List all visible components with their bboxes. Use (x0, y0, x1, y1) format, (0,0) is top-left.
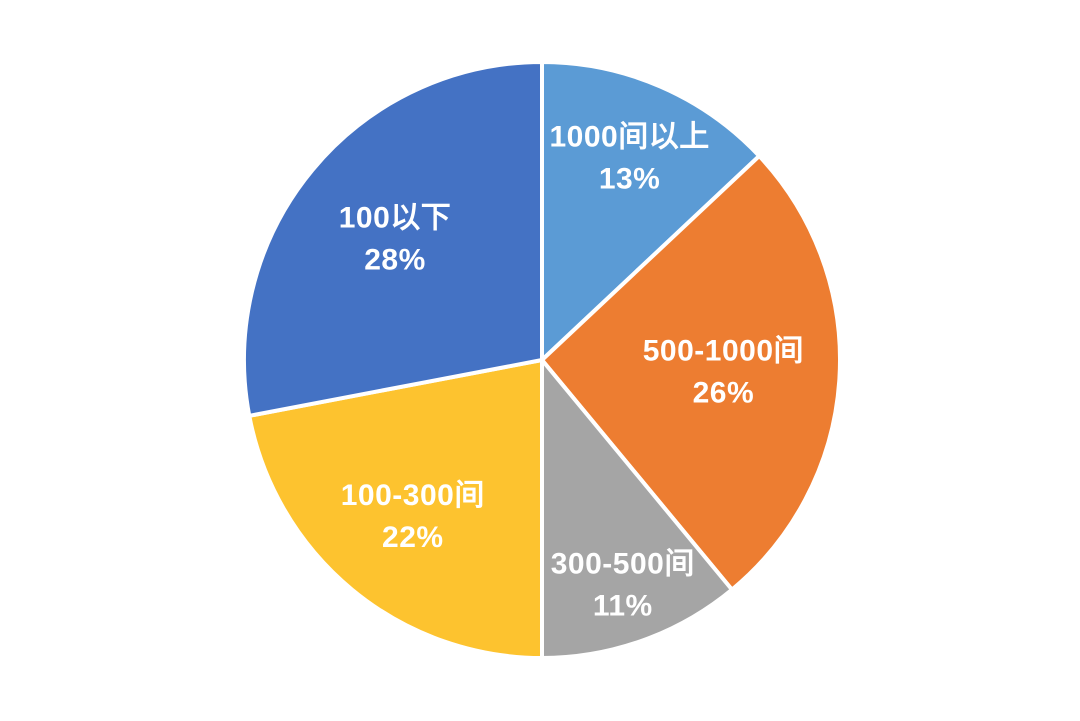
pie-slice-5 (242, 60, 544, 418)
slice-value-label-2: 26% (693, 376, 755, 409)
pie-slice-4 (247, 358, 544, 660)
pie-slice-1 (540, 60, 762, 362)
slice-value-label-1: 13% (599, 163, 661, 196)
slice-value-label-4: 22% (382, 521, 444, 554)
slice-category-label-4: 100-300间 (341, 479, 485, 512)
slice-category-label-2: 500-1000间 (643, 334, 804, 367)
slice-value-label-5: 28% (364, 243, 426, 276)
pie-slice-2 (540, 154, 842, 592)
slice-category-label-1: 1000间以上 (549, 121, 709, 154)
slice-category-label-5: 100以下 (339, 201, 452, 234)
slice-value-label-3: 11% (593, 589, 653, 622)
pie-slice-3 (540, 358, 734, 660)
slice-category-label-3: 300-500间 (551, 547, 695, 580)
